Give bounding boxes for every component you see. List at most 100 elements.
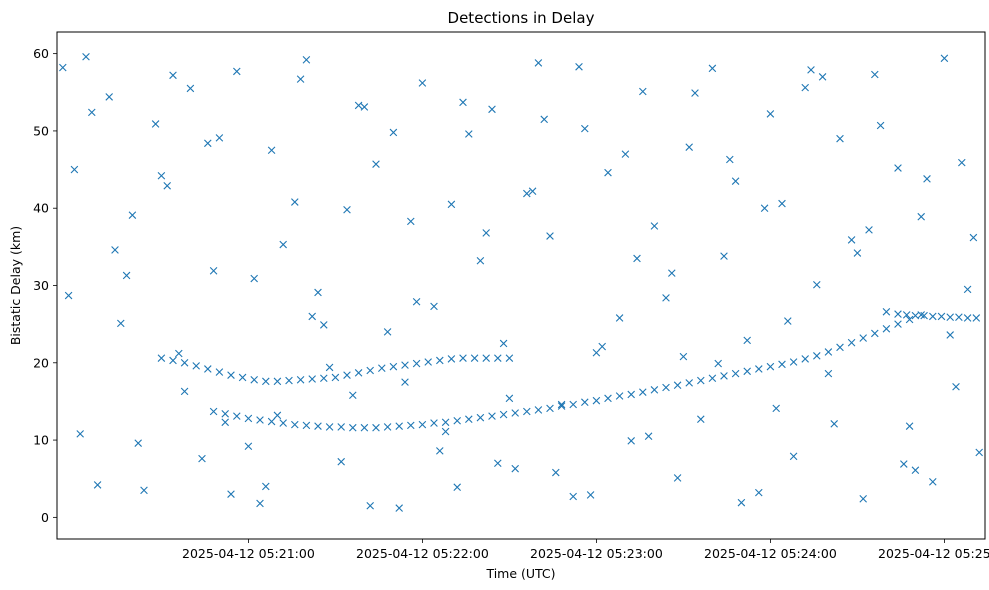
y-tick-label-6: 60	[33, 46, 49, 61]
x-tick-label-4: 2025-04-12 05:25:00	[878, 546, 989, 561]
data-point-clutter-58	[731, 177, 740, 185]
y-tick-label-2: 20	[33, 355, 49, 370]
data-point-clutter-64	[801, 83, 809, 92]
data-point-clutter-53	[673, 474, 682, 482]
data-point-clutter-39	[511, 464, 519, 473]
data-point-clutter-69	[859, 495, 867, 503]
data-point-track-lower-3	[244, 414, 253, 423]
data-point-clutter-11	[186, 84, 195, 93]
data-point-clutter-1	[70, 165, 79, 174]
data-point-track-upper-left-1	[169, 356, 177, 365]
data-point-track-upper-left-21	[401, 361, 409, 369]
data-point-clutter-70	[871, 70, 879, 79]
data-point-clutter-46	[592, 348, 601, 357]
data-point-clutter-117	[923, 175, 931, 183]
data-point-track-lower-9	[314, 422, 322, 430]
data-point-track-lower-23	[476, 413, 485, 422]
x-tick-label-2: 2025-04-12 05:23:00	[530, 546, 663, 561]
data-point-clutter-34	[453, 483, 461, 492]
y-axis-title: Bistatic Delay (km)	[8, 226, 23, 345]
data-point-track-lower-7	[291, 420, 299, 429]
data-point-track-lower-8	[302, 421, 311, 430]
data-point-track-right-short-0	[894, 310, 902, 318]
data-point-clutter-0	[59, 63, 67, 72]
data-point-track-lower-45	[731, 369, 740, 378]
data-point-clutter-75	[929, 478, 937, 486]
data-point-track-lower-22	[465, 415, 473, 423]
data-point-track-lower-34	[604, 394, 612, 403]
data-point-clutter-28	[383, 328, 392, 336]
data-point-clutter-96	[436, 447, 444, 455]
data-point-track-lower-37	[639, 388, 647, 396]
data-point-clutter-2	[82, 52, 90, 61]
data-point-track-upper-left-2	[180, 358, 189, 367]
data-point-clutter-3	[93, 481, 102, 489]
data-point-track-lower-33	[592, 396, 601, 405]
data-point-track-lower-59	[894, 320, 902, 328]
data-point-clutter-76	[940, 54, 949, 63]
y-tick-label-3: 30	[33, 278, 49, 293]
data-point-clutter-87	[227, 490, 235, 498]
data-point-clutter-125	[308, 312, 316, 321]
data-point-clutter-103	[598, 342, 606, 351]
data-point-track-right-short-9	[972, 314, 981, 322]
data-point-clutter-15	[233, 67, 241, 76]
data-point-track-lower-53	[824, 348, 833, 356]
data-point-track-lower-43	[708, 374, 717, 383]
data-point-clutter-115	[876, 121, 885, 130]
data-point-clutter-94	[389, 128, 398, 137]
data-point-track-lower-60	[905, 315, 914, 324]
data-point-clutter-122	[169, 71, 177, 80]
data-point-clutter-78	[963, 285, 972, 294]
data-point-clutter-124	[262, 482, 270, 491]
data-point-track-right-short-8	[963, 314, 972, 322]
data-point-track-lower-47	[755, 365, 763, 373]
data-point-clutter-129	[494, 459, 502, 468]
x-tick-label-1: 2025-04-12 05:22:00	[356, 546, 489, 561]
data-point-track-upper-left-29	[494, 354, 502, 362]
data-point-clutter-99	[505, 394, 514, 403]
data-point-track-upper-left-28	[482, 354, 490, 362]
data-point-track-lower-54	[836, 343, 844, 352]
data-point-track-upper-left-6	[227, 371, 235, 379]
data-point-track-lower-11	[337, 423, 345, 431]
data-point-track-lower-1	[221, 410, 229, 418]
x-axis: 2025-04-12 05:21:00 2025-04-12 05:22:00 20…	[182, 539, 989, 561]
data-point-clutter-19	[279, 240, 287, 249]
data-point-track-lower-20	[441, 418, 450, 427]
data-point-clutter-131	[586, 491, 595, 499]
data-point-clutter-88	[250, 274, 258, 283]
data-point-clutter-105	[644, 432, 653, 440]
y-tick-label-4: 40	[33, 201, 49, 216]
data-point-clutter-47	[604, 168, 612, 177]
data-point-clutter-111	[784, 317, 792, 325]
data-point-clutter-73	[905, 422, 914, 430]
data-point-clutter-82	[111, 246, 119, 254]
data-point-track-upper-left-26	[459, 354, 467, 362]
data-point-clutter-112	[807, 66, 815, 74]
data-point-clutter-31	[418, 79, 427, 87]
data-point-track-upper-left-7	[238, 373, 247, 382]
data-point-clutter-121	[122, 271, 131, 280]
data-point-clutter-51	[650, 222, 659, 230]
data-point-track-lower-19	[430, 419, 438, 427]
data-point-track-lower-35	[615, 392, 624, 400]
data-point-clutter-133	[679, 352, 688, 361]
data-point-track-lower-30	[557, 402, 566, 410]
data-point-clutter-107	[691, 89, 699, 97]
data-point-clutter-104	[621, 150, 630, 158]
data-point-track-lower-39	[662, 383, 670, 392]
data-point-track-lower-51	[801, 355, 809, 363]
data-point-clutter-114	[853, 249, 862, 257]
data-point-clutter-113	[830, 420, 838, 428]
data-point-track-upper-left-4	[204, 365, 212, 373]
data-point-track-lower-42	[697, 376, 705, 385]
data-point-track-upper-left-27	[470, 354, 479, 362]
data-point-track-right-short-7	[955, 313, 963, 321]
y-tick-label-0: 0	[41, 510, 49, 525]
data-point-track-upper-left-22	[412, 359, 421, 368]
data-point-track-lower-41	[685, 379, 693, 387]
data-point-track-lower-17	[407, 421, 415, 430]
data-point-clutter-79	[975, 448, 983, 457]
data-point-clutter-126	[354, 101, 363, 110]
